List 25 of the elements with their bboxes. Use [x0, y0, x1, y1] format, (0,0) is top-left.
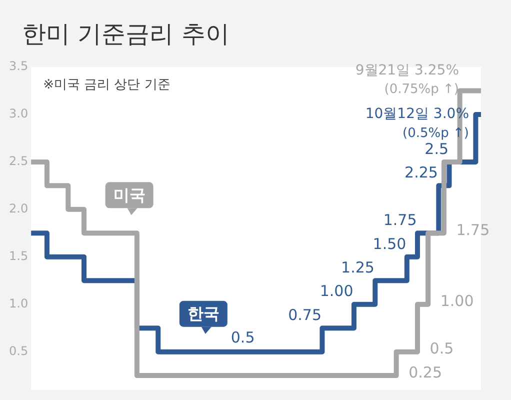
- data-label: 0.5: [230, 328, 255, 347]
- chart-title: 한미 기준금리 추이: [22, 19, 230, 50]
- y-tick-label: 2.0: [8, 202, 28, 216]
- y-tick-label: 1.0: [8, 296, 28, 310]
- data-label: 1.75: [456, 221, 490, 240]
- y-tick-label: 2.5: [8, 154, 28, 168]
- y-tick-label: 0.5: [8, 344, 28, 358]
- series-label: 한국: [187, 304, 220, 323]
- data-label: 1.00: [320, 282, 354, 300]
- annotation: 9월21일 3.25% (0.75%p ↑): [355, 62, 459, 98]
- annotation: 10월12일 3.0% (0.5%p ↑): [365, 106, 469, 141]
- data-label: 0.25: [408, 363, 442, 382]
- series-label: 미국: [113, 185, 146, 204]
- data-label: 1.00: [440, 292, 474, 310]
- y-tick-label: 3.5: [8, 59, 28, 74]
- data-label: 1.50: [372, 234, 406, 253]
- y-tick-label: 1.5: [8, 249, 28, 264]
- data-label: 2.5: [424, 140, 449, 158]
- data-label: 2.25: [404, 164, 438, 182]
- y-tick-label: 3.0: [8, 106, 28, 121]
- data-label: 0.5: [430, 340, 454, 358]
- annotation: ※미국 금리 상단 기준: [43, 77, 170, 92]
- data-label: 0.75: [288, 306, 322, 324]
- data-label: 1.75: [383, 211, 417, 230]
- data-label: 1.25: [341, 258, 374, 277]
